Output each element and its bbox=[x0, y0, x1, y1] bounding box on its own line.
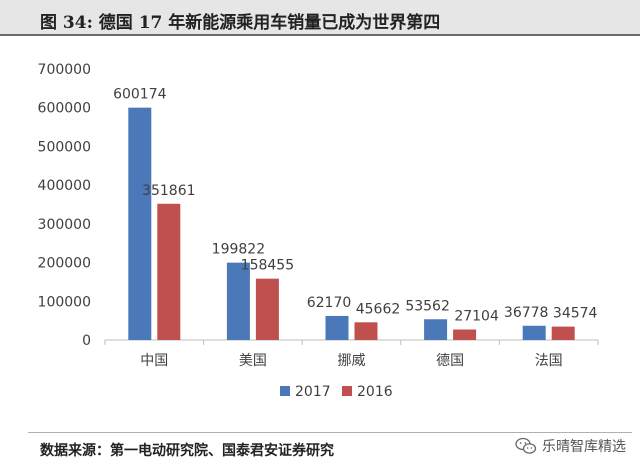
figure-title: 图 34: 德国 17 年新能源乘用车销量已成为世界第四 bbox=[40, 13, 441, 33]
data-label: 53562 bbox=[405, 298, 450, 314]
legend-label: 2017 bbox=[295, 384, 331, 400]
bar-2016-3 bbox=[453, 329, 477, 340]
data-label: 600174 bbox=[113, 87, 167, 103]
bar-2017-3 bbox=[424, 319, 448, 340]
y-tick-label: 0 bbox=[82, 333, 91, 349]
watermark-text: 乐晴智库精选 bbox=[542, 439, 626, 455]
bar-2016-4 bbox=[551, 326, 575, 340]
data-label: 62170 bbox=[307, 295, 352, 311]
watermark: 乐晴智库精选 bbox=[515, 436, 626, 456]
source-note: 数据来源：第一电动研究院、国泰君安证券研究 bbox=[40, 443, 334, 459]
x-tick-label: 中国 bbox=[140, 353, 168, 369]
y-tick-label: 700000 bbox=[38, 62, 91, 78]
bar-2017-0 bbox=[128, 107, 152, 341]
bar-2016-2 bbox=[354, 322, 378, 340]
bar-chart: 0 100000 200000 300000 400000 500000 600000 700… bbox=[0, 38, 640, 430]
footer-divider bbox=[28, 432, 632, 433]
data-label: 36778 bbox=[504, 305, 549, 321]
chart-svg: 0 100000 200000 300000 400000 500000 600000 700… bbox=[38, 62, 599, 400]
bar-2016-0 bbox=[157, 203, 181, 340]
bar-2017-1 bbox=[226, 262, 250, 340]
y-tick-label: 400000 bbox=[38, 178, 91, 194]
figure-title-bar: 图 34: 德国 17 年新能源乘用车销量已成为世界第四 bbox=[0, 0, 640, 36]
data-label: 199822 bbox=[212, 242, 265, 258]
y-tick-label: 600000 bbox=[38, 101, 91, 117]
legend-swatch-2016 bbox=[342, 386, 352, 396]
y-tick-label: 500000 bbox=[38, 139, 91, 155]
data-label: 351861 bbox=[142, 183, 195, 199]
bar-2017-2 bbox=[325, 315, 349, 340]
x-tick-label: 挪威 bbox=[338, 353, 366, 369]
bar-2017-4 bbox=[522, 325, 546, 340]
data-label: 27104 bbox=[454, 309, 499, 325]
data-label: 34574 bbox=[553, 306, 598, 322]
x-tick-label: 美国 bbox=[239, 353, 267, 369]
bar-2016-1 bbox=[255, 278, 279, 340]
data-label: 45662 bbox=[356, 301, 401, 317]
x-tick-label: 德国 bbox=[436, 353, 464, 369]
x-tick-label: 法国 bbox=[535, 353, 563, 369]
legend-swatch-2017 bbox=[280, 386, 290, 396]
y-tick-label: 100000 bbox=[38, 294, 91, 310]
legend-label: 2016 bbox=[357, 384, 393, 400]
y-tick-label: 300000 bbox=[38, 217, 91, 233]
data-label: 158455 bbox=[241, 258, 294, 274]
wechat-icon bbox=[515, 437, 537, 454]
y-tick-label: 200000 bbox=[38, 256, 91, 272]
